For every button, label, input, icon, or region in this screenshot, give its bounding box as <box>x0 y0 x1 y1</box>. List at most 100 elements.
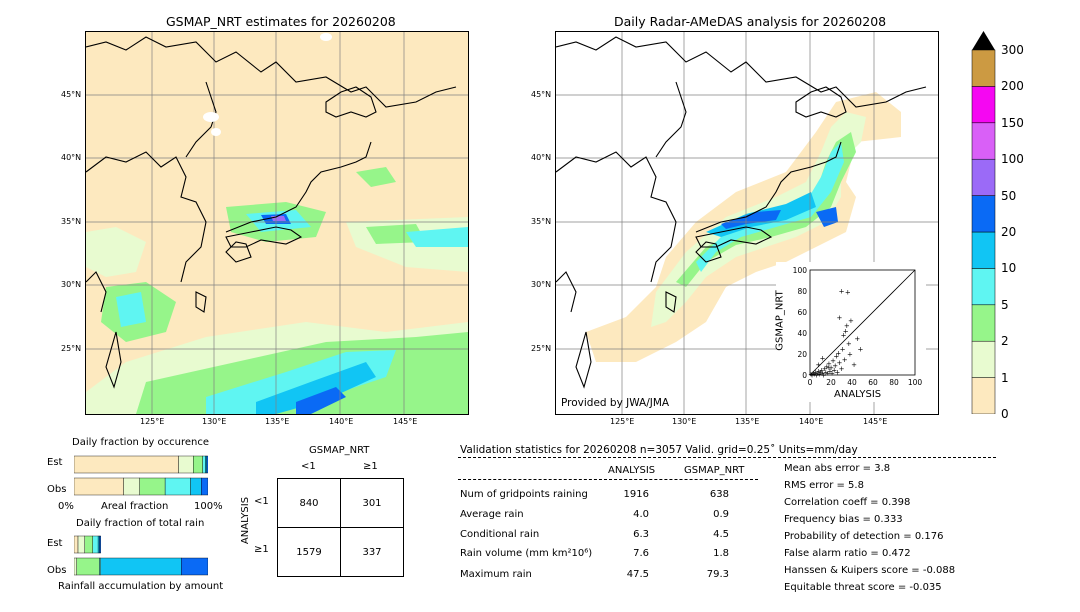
scatter-point: + <box>841 332 847 340</box>
colorbar-label: 1 <box>1001 370 1009 385</box>
colorbar-label: 2 <box>1001 334 1009 349</box>
cell-hit-neg: 840 <box>277 478 341 528</box>
stat-a-volume: 7.6 <box>633 548 649 559</box>
right-lat-35: 35°N <box>531 217 552 226</box>
scatter-point: + <box>848 317 854 325</box>
gsmap-map <box>85 31 469 415</box>
contingency-row-title: ANALYSIS <box>240 496 252 545</box>
scatter-point: + <box>813 372 819 380</box>
scatter-point: + <box>828 364 834 372</box>
colorbar-swatch <box>971 86 996 124</box>
colorbar-label: 300 <box>1001 43 1024 57</box>
scatter-ytick: 100 <box>793 266 808 275</box>
score-fbias: Frequency bias = 0.333 <box>784 514 903 525</box>
colorbar-swatch <box>971 195 996 233</box>
bar-segment <box>73 535 79 554</box>
stat-b-cond: 4.5 <box>713 529 729 540</box>
scatter-point: + <box>834 368 840 376</box>
scatter-point: + <box>854 335 860 343</box>
colorbar-swatch <box>971 122 996 160</box>
validation-divider <box>458 457 996 458</box>
right-lat-25: 25°N <box>531 344 552 353</box>
validation-divider-2 <box>458 479 758 480</box>
score-pod: Probability of detection = 0.176 <box>784 531 944 542</box>
cell-false-alarm: 301 <box>340 478 404 528</box>
validation-header: Validation statistics for 20260208 n=305… <box>460 444 858 456</box>
bar-segment <box>99 557 101 576</box>
scatter-plot: ++++++++++++++++++++++++++++++++++++++++… <box>793 266 923 387</box>
scatter-point: + <box>825 369 831 377</box>
stat-a-cond: 6.3 <box>633 529 649 540</box>
rain-chart <box>73 532 209 578</box>
colorbar-label: 150 <box>1001 115 1024 130</box>
stat-b-gridpoints: 638 <box>709 489 729 500</box>
occurrence-est-label: Est <box>47 457 63 468</box>
bar-segment <box>84 535 93 554</box>
scatter-point: + <box>835 349 841 357</box>
bar-segment <box>205 455 207 474</box>
occurrence-xtick-left: 0% <box>58 501 74 512</box>
occurrence-xlabel: Areal fraction <box>101 501 169 512</box>
scatter-point: + <box>810 369 816 377</box>
occurrence-obs-label: Obs <box>47 484 67 495</box>
right-lon-130: 130°E <box>672 417 697 426</box>
scatter-ylabel: GSMAP_NRT <box>774 290 786 351</box>
left-lat-35: 35°N <box>61 217 82 226</box>
bar-segment <box>97 535 100 554</box>
cell-miss: 1579 <box>277 527 341 577</box>
bar-segment <box>77 535 85 554</box>
stat-b-volume: 1.8 <box>713 548 729 559</box>
scatter-point: + <box>847 351 853 359</box>
stat-label-gridpoints: Num of gridpoints raining <box>460 489 588 500</box>
scatter-point: + <box>836 314 842 322</box>
bar-segment <box>178 455 194 474</box>
left-lon-140: 140°E <box>329 417 354 426</box>
bar-segment <box>201 477 209 496</box>
stat-label-avg: Average rain <box>460 509 524 520</box>
scatter-point: + <box>814 369 820 377</box>
scatter-ytick: 40 <box>797 329 807 338</box>
left-lon-135: 135°E <box>265 417 290 426</box>
stat-a-gridpoints: 1916 <box>623 489 649 500</box>
stat-b-max: 79.3 <box>706 569 729 580</box>
colorbar-swatch <box>971 340 996 378</box>
bar-segment <box>92 535 99 554</box>
colorbar-label: 50 <box>1001 188 1017 203</box>
scatter-point: + <box>846 340 852 348</box>
right-map-title: Daily Radar-AMeDAS analysis for 20260208 <box>614 14 887 29</box>
colorbar-swatch <box>971 377 996 415</box>
score-rmse: RMS error = 5.8 <box>784 480 864 491</box>
scatter-point: + <box>842 356 848 364</box>
scatter-point: + <box>857 345 863 353</box>
bar-segment <box>123 477 140 496</box>
bar-segment <box>73 477 124 496</box>
right-lon-145: 145°E <box>863 417 888 426</box>
occurrence-title: Daily fraction by occurence <box>72 437 210 448</box>
scatter-ytick: 20 <box>797 350 807 359</box>
colorbar-swatch <box>971 304 996 342</box>
scatter-point: + <box>839 365 845 373</box>
colorbar-label: 20 <box>1001 225 1017 239</box>
right-lat-30: 30°N <box>531 280 552 289</box>
scatter-point: + <box>808 370 814 378</box>
colorbar-swatch <box>971 49 996 87</box>
scatter-point: + <box>831 366 837 374</box>
radar-rain-field <box>556 32 938 414</box>
bar-segment <box>190 477 202 496</box>
bar-segment <box>193 455 203 474</box>
validation-col-gsmap: GSMAP_NRT <box>684 465 745 476</box>
contingency-row-ge1: ≥1 <box>254 544 269 555</box>
stat-a-avg: 4.0 <box>633 509 649 520</box>
right-lon-140: 140°E <box>799 417 824 426</box>
colorbar-label: 100 <box>1001 152 1024 167</box>
scatter-point: + <box>829 369 835 377</box>
scatter-point: + <box>818 368 824 376</box>
scatter-xtick: 80 <box>889 378 899 387</box>
left-lat-45: 45°N <box>61 90 82 99</box>
validation-col-analysis: ANALYSIS <box>608 465 656 476</box>
scatter-point: + <box>833 353 839 361</box>
left-lon-145: 145°E <box>393 417 418 426</box>
contingency-row-lt1: <1 <box>254 496 269 507</box>
colorbar <box>971 30 996 415</box>
bar-segment <box>100 557 182 576</box>
